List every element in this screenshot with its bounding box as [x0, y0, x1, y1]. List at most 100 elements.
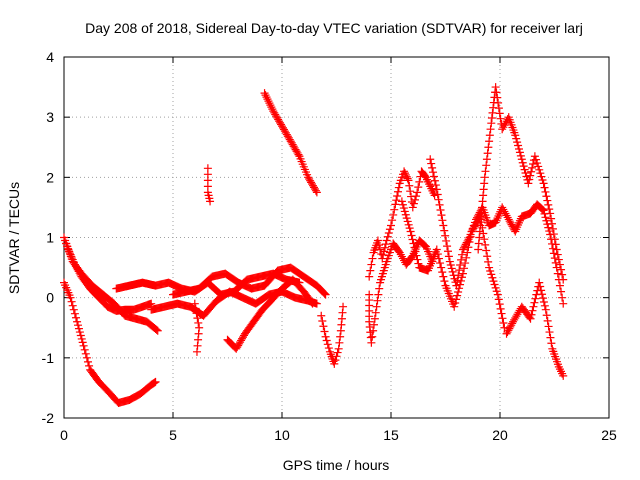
- data-point: [485, 131, 494, 140]
- data-point: [406, 187, 415, 196]
- data-point: [492, 287, 501, 296]
- data-point: [551, 240, 560, 249]
- data-point: [538, 290, 547, 299]
- series-arc-m: [365, 236, 437, 347]
- data-point: [538, 294, 547, 303]
- data-point: [460, 242, 469, 251]
- data-point: [190, 299, 199, 308]
- data-point: [535, 165, 544, 174]
- data-point: [234, 341, 243, 350]
- data-point: [507, 321, 516, 330]
- data-point: [330, 359, 339, 368]
- y-tick-label: -2: [42, 410, 55, 426]
- data-point: [321, 332, 330, 341]
- data-point: [440, 277, 449, 286]
- data-point: [291, 145, 300, 154]
- data-point: [499, 123, 508, 132]
- data-point: [541, 187, 550, 196]
- data-point: [411, 247, 420, 256]
- data-point: [438, 216, 447, 225]
- data-point: [501, 209, 510, 218]
- data-point: [149, 379, 158, 388]
- data-point: [531, 155, 540, 164]
- data-point: [394, 247, 403, 256]
- data-point: [399, 204, 408, 213]
- data-point: [432, 245, 441, 254]
- data-point: [278, 123, 287, 132]
- data-point: [374, 290, 383, 299]
- data-point: [407, 231, 416, 240]
- data-point: [521, 169, 530, 178]
- data-point: [261, 91, 270, 100]
- data-point: [536, 169, 545, 178]
- data-point: [401, 210, 410, 219]
- data-point: [273, 113, 282, 122]
- data-point: [541, 213, 550, 222]
- data-point: [546, 209, 555, 218]
- data-point: [387, 221, 395, 230]
- data-point: [454, 271, 463, 280]
- data-point: [454, 287, 463, 296]
- data-point: [543, 196, 552, 205]
- data-point: [457, 255, 466, 264]
- data-point: [283, 132, 292, 141]
- data-point: [526, 314, 535, 323]
- data-point: [558, 293, 567, 302]
- data-point: [553, 250, 562, 259]
- data-point: [508, 319, 517, 328]
- data-point: [484, 143, 493, 152]
- data-point: [435, 200, 444, 209]
- series-arc-a: [60, 233, 156, 315]
- data-point: [262, 93, 271, 102]
- data-point: [393, 187, 402, 196]
- data-point: [542, 311, 551, 320]
- data-point: [290, 143, 299, 152]
- data-point: [368, 254, 377, 263]
- data-point: [320, 327, 329, 336]
- data-point: [548, 244, 557, 253]
- data-point: [392, 196, 401, 205]
- data-point: [482, 246, 491, 255]
- data-point: [420, 241, 429, 250]
- data-point: [307, 178, 316, 187]
- data-point: [451, 278, 460, 287]
- data-point: [453, 291, 462, 300]
- data-point: [526, 171, 535, 180]
- data-point: [559, 299, 568, 308]
- data-point: [458, 250, 467, 259]
- data-point: [390, 205, 399, 214]
- data-point: [547, 339, 556, 348]
- data-point: [456, 261, 465, 270]
- data-point: [331, 356, 340, 365]
- data-point: [311, 186, 320, 195]
- data-point: [505, 217, 514, 226]
- data-point: [488, 273, 497, 282]
- data-point: [527, 310, 536, 319]
- data-point: [404, 176, 413, 185]
- data-point: [559, 371, 568, 380]
- data-point: [492, 88, 501, 97]
- data-point: [398, 200, 407, 209]
- data-point: [371, 308, 380, 317]
- data-point: [441, 231, 450, 240]
- data-point: [373, 296, 382, 305]
- data-point: [455, 266, 464, 275]
- data-point: [394, 183, 403, 192]
- data-point: [437, 263, 446, 272]
- data-point: [370, 314, 379, 323]
- data-point: [206, 197, 215, 206]
- data-point: [552, 245, 561, 254]
- data-point: [380, 247, 389, 256]
- data-point: [433, 190, 442, 199]
- data-point: [285, 135, 294, 144]
- data-point: [278, 122, 286, 131]
- data-point: [312, 188, 321, 197]
- data-point: [82, 353, 91, 362]
- data-point: [514, 141, 523, 150]
- data-point: [553, 269, 562, 278]
- data-point: [293, 148, 302, 157]
- data-point: [415, 177, 424, 186]
- data-point: [506, 322, 515, 331]
- data-point: [426, 155, 435, 164]
- data-point: [306, 176, 315, 185]
